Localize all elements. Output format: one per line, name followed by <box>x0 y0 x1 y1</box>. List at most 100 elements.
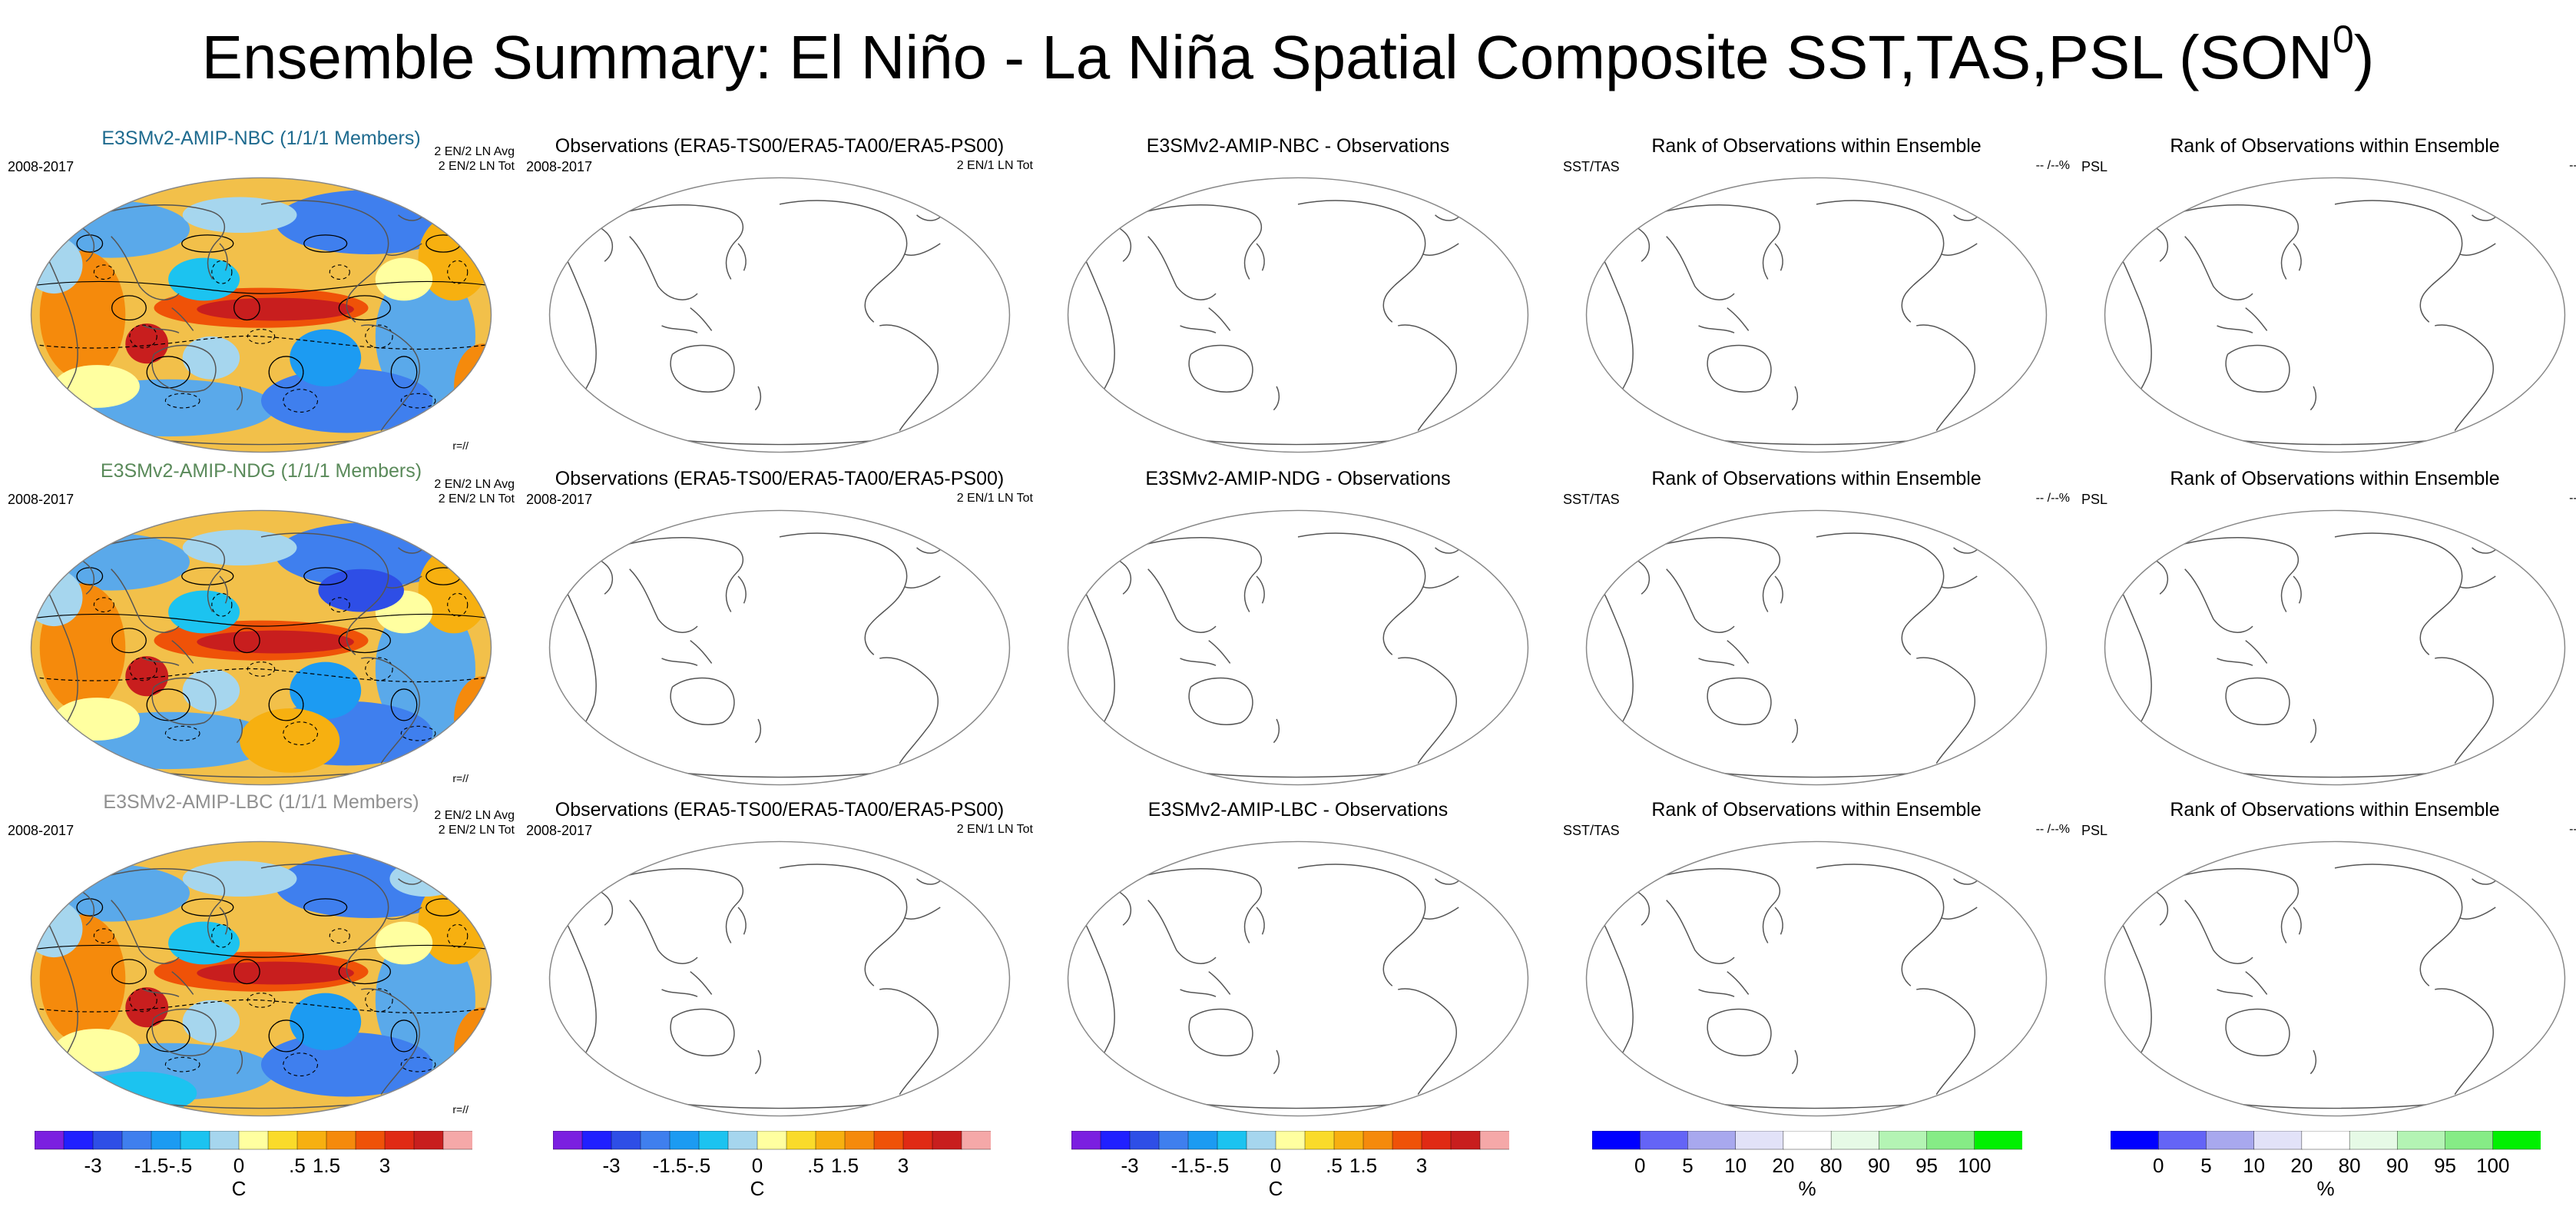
colorbar-swatch <box>1783 1131 1832 1150</box>
colorbar-swatch <box>1735 1131 1784 1150</box>
colorbar-swatch <box>1333 1131 1364 1150</box>
colorbar-tick-label: 0 <box>2152 1154 2164 1177</box>
colorbar-swatches <box>2111 1131 2541 1150</box>
colorbar-tick-label: 0 <box>1634 1154 1646 1177</box>
panel-rank1-row-1: Rank of Observations within Ensemble SST/… <box>1563 132 2070 455</box>
colorbar-tick-label: 5 <box>1682 1154 1694 1177</box>
colorbar-swatch <box>553 1131 583 1150</box>
variable-label: SST/TAS <box>1563 159 1620 174</box>
colorbar-tick-label: 0 <box>1270 1154 1282 1177</box>
empty-map <box>548 509 1011 786</box>
empty-map <box>1067 840 1529 1117</box>
colorbar-swatch <box>2253 1131 2303 1150</box>
colorbar-tick-label: 10 <box>2243 1154 2266 1177</box>
period-label: 2008-2017 <box>8 823 74 838</box>
rank-value-label: -- /--% <box>2036 491 2070 506</box>
rank-value-label: -- /--% <box>2036 158 2070 173</box>
colorbar-swatch <box>1879 1131 1928 1150</box>
empty-map <box>2104 177 2566 453</box>
panel-rank2-row-3: Rank of Observations within Ensemble PSL -… <box>2081 796 2576 1119</box>
pattern-correlation-label: r=// <box>452 439 469 452</box>
pattern-correlation-label: r=// <box>452 1103 469 1116</box>
colorbar-tick-label: -3 <box>602 1154 621 1177</box>
colorbar-swatch <box>815 1131 846 1150</box>
rank-value-label: --% <box>2569 822 2576 837</box>
variable-label: SST/TAS <box>1563 492 1620 507</box>
rank-value-label: --% <box>2569 491 2576 506</box>
rank-value-text: -- /--% <box>2035 492 2070 505</box>
stat-tot: 2 EN/2 LN Tot <box>438 160 515 173</box>
colorbar-swatch <box>326 1131 356 1150</box>
colorbar-tick-label: .5 <box>1326 1154 1343 1177</box>
colorbar-swatch <box>413 1131 444 1150</box>
rank-value-label: -- /--% <box>2036 822 2070 837</box>
rank-value-text: --% <box>2569 823 2576 836</box>
panel-title: Rank of Observations within Ensemble <box>1651 799 1982 821</box>
colorbar-tick-label: -.5 <box>687 1154 711 1177</box>
period-label: 2008-2017 <box>526 159 593 174</box>
colorbar-tick-label: 3 <box>897 1154 909 1177</box>
rank-value-text: -- /--% <box>2035 159 2070 172</box>
period-label: 2008-2017 <box>526 492 593 507</box>
composite-stats: 2 EN/2 LN Avg 2 EN/2 LN Tot <box>434 808 515 837</box>
composite-stats: 2 EN/1 LN Tot <box>957 491 1033 506</box>
colorbar-swatch <box>1687 1131 1737 1150</box>
colorbar-swatch <box>1640 1131 1689 1150</box>
colorbar-swatch <box>2397 1131 2446 1150</box>
colorbar-swatch <box>698 1131 729 1150</box>
colorbar-swatch <box>1100 1131 1131 1150</box>
colorbar-tick-label: 95 <box>2434 1154 2457 1177</box>
colorbar-swatch <box>238 1131 269 1150</box>
stat-avg: 2 EN/2 LN Avg <box>434 809 515 822</box>
panel-title: Observations (ERA5-TS00/ERA5-TA00/ERA5-P… <box>555 468 1005 489</box>
colorbar-swatch <box>902 1131 933 1150</box>
colorbar-unit: C <box>750 1177 765 1200</box>
page-title: Ensemble Summary: El Niño - La Niña Spat… <box>201 18 2375 91</box>
colorbar-tick-label: 90 <box>2386 1154 2409 1177</box>
colorbar-tick-label: 3 <box>379 1154 391 1177</box>
colorbar-swatch <box>1421 1131 1452 1150</box>
colorbar-swatch <box>1275 1131 1306 1150</box>
panel-rank1-row-2: Rank of Observations within Ensemble SST/… <box>1563 465 2070 787</box>
empty-map <box>1585 177 2048 453</box>
stat-tot: 2 EN/1 LN Tot <box>956 159 1033 172</box>
variable-label: PSL <box>2081 492 2108 507</box>
colorbar-tick-label: 90 <box>1867 1154 1890 1177</box>
colorbar-swatch <box>932 1131 962 1150</box>
colorbar-swatch <box>1129 1131 1160 1150</box>
colorbar-swatch <box>1592 1131 1641 1150</box>
colorbar-swatch <box>121 1131 152 1150</box>
rank-value-text: -- /--% <box>2035 823 2070 836</box>
colorbar-tick-label: 1.5 <box>312 1154 341 1177</box>
panel-obs-row-1: Observations (ERA5-TS00/ERA5-TA00/ERA5-P… <box>526 132 1033 455</box>
panel-title: Rank of Observations within Ensemble <box>1651 468 1982 489</box>
panel-rank2-row-2: Rank of Observations within Ensemble PSL -… <box>2081 465 2576 787</box>
colorbar-swatch <box>640 1131 670 1150</box>
panel-title: Rank of Observations within Ensemble <box>2170 799 2500 821</box>
colorbar-tick-label: 3 <box>1415 1154 1428 1177</box>
temperature-colorbar-2: -3 -1.5 -.5 0 .5 1.5 3 C <box>553 1131 991 1215</box>
colorbar-unit: C <box>231 1177 247 1200</box>
panel-model-row-3: E3SMv2-AMIP-LBC (1/1/1 Members) 2008-2017… <box>8 791 515 1119</box>
stat-avg: 2 EN/2 LN Avg <box>434 478 515 491</box>
colorbar-unit: C <box>1268 1177 1283 1200</box>
colorbar-tick-label: 20 <box>2290 1154 2313 1177</box>
rank-colorbar-2: 0 5 10 20 80 90 95 100% <box>2111 1131 2541 1215</box>
variable-label: PSL <box>2081 159 2108 174</box>
colorbar-swatch <box>1071 1131 1101 1150</box>
pattern-correlation-label: r=// <box>452 772 469 784</box>
colorbar-swatch <box>1926 1131 1975 1150</box>
colorbar-tick-label: -1.5 <box>652 1154 687 1177</box>
composite-stats: 2 EN/2 LN Avg 2 EN/2 LN Tot <box>434 144 515 174</box>
rank-value-text: --% <box>2569 492 2576 505</box>
panel-title: E3SMv2-AMIP-LBC (1/1/1 Members) <box>103 791 419 813</box>
colorbar-swatch <box>2206 1131 2255 1150</box>
colorbar-swatch <box>873 1131 904 1150</box>
colorbar-swatch <box>92 1131 123 1150</box>
colorbar-tick-label: 100 <box>1958 1154 1992 1177</box>
colorbar-swatch <box>1304 1131 1335 1150</box>
temperature-colorbar-3: -3 -1.5 -.5 0 .5 1.5 3 C <box>1071 1131 1509 1215</box>
panel-obs-row-2: Observations (ERA5-TS00/ERA5-TA00/ERA5-P… <box>526 465 1033 787</box>
panel-title: Rank of Observations within Ensemble <box>2170 468 2500 489</box>
colorbar-tick-label: -1.5 <box>1170 1154 1206 1177</box>
